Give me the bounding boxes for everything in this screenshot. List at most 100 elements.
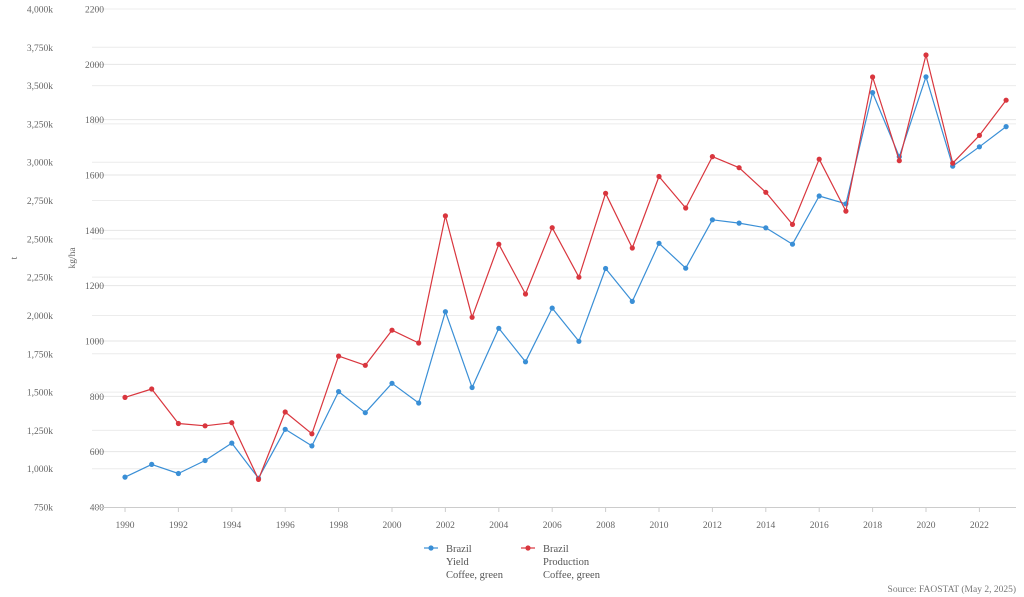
data-point[interactable] (496, 325, 502, 331)
right-tick-label: 2000 (85, 61, 104, 71)
right-tick-label: 1000 (85, 338, 104, 348)
data-point[interactable] (549, 225, 555, 231)
data-point[interactable] (229, 440, 235, 446)
data-point[interactable] (175, 420, 181, 427)
data-point[interactable] (309, 443, 315, 449)
data-point[interactable] (763, 225, 769, 231)
data-point[interactable] (416, 400, 422, 406)
data-point[interactable] (870, 90, 876, 96)
legend-item-0[interactable]: Brazil Yield Coffee, green (424, 544, 504, 581)
data-point[interactable] (603, 190, 609, 196)
data-point[interactable] (603, 265, 609, 272)
x-tick-label: 2014 (756, 521, 775, 531)
data-point[interactable] (389, 327, 395, 333)
data-point[interactable] (202, 423, 208, 429)
data-point[interactable] (362, 410, 368, 416)
data-point[interactable] (469, 314, 475, 320)
left-tick-label: 3,250k (27, 120, 53, 130)
data-point[interactable] (923, 74, 929, 80)
legend[interactable]: Brazil Yield Coffee, green Brazil Production… (424, 544, 601, 581)
left-tick-label: 3,750k (27, 44, 53, 54)
series-line-1 (124, 54, 1007, 480)
data-point[interactable] (122, 474, 128, 480)
data-point[interactable] (576, 338, 582, 344)
data-point[interactable] (736, 165, 742, 171)
data-point[interactable] (576, 274, 582, 280)
x-tick-label: 1990 (116, 521, 135, 531)
data-point[interactable] (496, 241, 502, 247)
left-tick-label: 3,000k (27, 159, 53, 169)
legend-label: Production (543, 557, 590, 568)
data-point[interactable] (336, 353, 342, 359)
data-point[interactable] (629, 245, 635, 251)
data-point[interactable] (763, 189, 769, 195)
x-axis-ticks: 1990 1992 1994 1996 1998 2000 2002 2004 2006 2008… (116, 507, 989, 531)
data-point[interactable] (1003, 124, 1009, 130)
data-point[interactable] (202, 457, 208, 464)
data-point[interactable] (683, 205, 689, 211)
data-point[interactable] (282, 409, 288, 415)
data-point[interactable] (389, 380, 395, 386)
right-tick-label: 1800 (85, 116, 104, 126)
data-point[interactable] (896, 158, 902, 164)
data-point[interactable] (656, 173, 662, 180)
data-point[interactable] (976, 144, 983, 150)
data-point[interactable] (175, 470, 181, 477)
data-point[interactable] (442, 213, 448, 219)
data-point[interactable] (816, 156, 822, 162)
gridlines (92, 8, 1016, 470)
data-point[interactable] (1003, 97, 1009, 103)
data-point[interactable] (789, 221, 796, 227)
left-tick-label: 1,000k (27, 465, 53, 475)
data-point[interactable] (282, 426, 288, 432)
legend-label: Brazil (543, 544, 569, 555)
data-point[interactable] (923, 52, 929, 58)
data-point[interactable] (843, 208, 849, 214)
data-point[interactable] (469, 384, 475, 391)
data-point[interactable] (736, 220, 742, 226)
data-point[interactable] (656, 240, 662, 246)
data-point[interactable] (416, 340, 422, 346)
x-tick-label: 2010 (650, 521, 669, 531)
data-point[interactable] (976, 132, 983, 138)
data-point[interactable] (870, 74, 876, 80)
x-tick-label: 2012 (703, 521, 722, 531)
left-tick-label: 1,750k (27, 350, 53, 360)
right-tick-label: 1200 (85, 282, 104, 292)
data-point[interactable] (522, 291, 529, 297)
right-tick-label: 600 (90, 448, 105, 458)
data-point[interactable] (950, 160, 956, 166)
legend-item-1[interactable]: Brazil Production Coffee, green (521, 544, 601, 581)
data-point[interactable] (255, 476, 262, 482)
right-tick-label: 400 (90, 504, 105, 514)
data-point[interactable] (149, 461, 155, 467)
data-point[interactable] (362, 362, 368, 368)
data-point[interactable] (789, 241, 796, 247)
x-tick-label: 1992 (169, 521, 188, 531)
legend-dot-marker (525, 545, 531, 551)
data-point[interactable] (522, 359, 529, 365)
x-tick-label: 1998 (329, 521, 348, 531)
x-tick-label: 2018 (863, 521, 882, 531)
series-line-0 (124, 76, 1007, 479)
data-point[interactable] (309, 431, 315, 437)
data-point[interactable] (336, 389, 342, 395)
data-point[interactable] (549, 305, 555, 311)
data-point[interactable] (229, 420, 235, 426)
left-tick-label: 3,500k (27, 82, 53, 92)
data-point[interactable] (149, 386, 155, 392)
data-point[interactable] (442, 309, 448, 315)
data-point[interactable] (683, 265, 689, 271)
right-tick-label: 1600 (85, 172, 104, 182)
x-tick-label: 2000 (383, 521, 402, 531)
data-point[interactable] (122, 394, 128, 400)
left-tick-label: 750k (34, 504, 53, 514)
data-point[interactable] (709, 154, 716, 160)
data-point[interactable] (816, 193, 822, 199)
data-point[interactable] (709, 217, 716, 223)
data-point[interactable] (629, 298, 635, 304)
left-tick-label: 2,500k (27, 235, 53, 245)
x-tick-label: 1994 (222, 521, 241, 531)
x-tick-label: 2016 (810, 521, 829, 531)
